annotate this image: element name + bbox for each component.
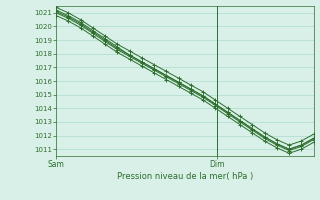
X-axis label: Pression niveau de la mer( hPa ): Pression niveau de la mer( hPa )	[117, 172, 253, 181]
